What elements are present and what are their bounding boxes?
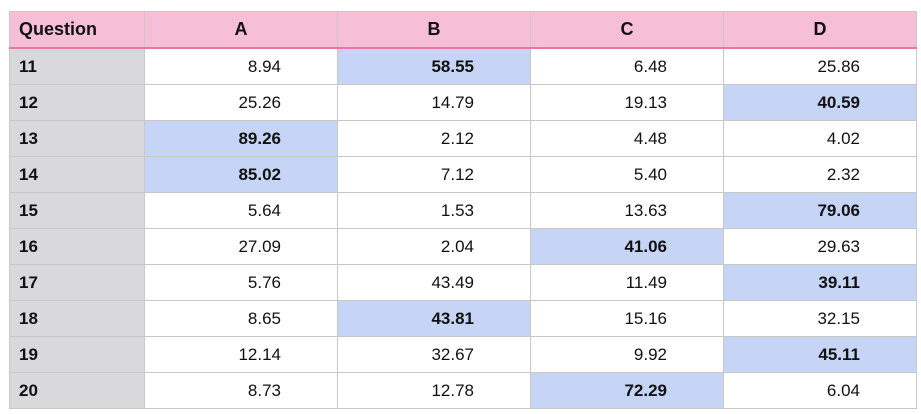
value-cell-b: 32.67 [337,336,531,373]
header-option-c: C [530,11,724,49]
value-cell-d: 25.86 [723,47,917,85]
highlighted-value-cell-b: 43.81 [337,300,531,337]
value-cell-d: 29.63 [723,228,917,265]
table-row: 11 8.94 58.55 6.48 25.86 [9,47,917,85]
value-cell-b: 2.12 [337,120,531,157]
table-header-row: Question A B C D [9,11,917,49]
header-option-b: B [337,11,531,49]
results-table: Question A B C D 11 8.94 58.55 6.48 25.86 12 2… [9,11,917,409]
table-row: 15 5.64 1.53 13.63 79.06 [9,192,917,229]
header-option-d: D [723,11,917,49]
question-number-cell: 14 [9,156,145,193]
value-cell-a: 27.09 [144,228,338,265]
value-cell-b: 12.78 [337,372,531,409]
value-cell-a: 8.94 [144,47,338,85]
value-cell-a: 12.14 [144,336,338,373]
value-cell-d: 4.02 [723,120,917,157]
value-cell-a: 25.26 [144,84,338,121]
value-cell-a: 5.64 [144,192,338,229]
value-cell-c: 15.16 [530,300,724,337]
question-number-cell: 12 [9,84,145,121]
value-cell-b: 1.53 [337,192,531,229]
question-number-cell: 17 [9,264,145,301]
question-number-cell: 11 [9,47,145,85]
highlighted-value-cell-c: 41.06 [530,228,724,265]
value-cell-b: 43.49 [337,264,531,301]
highlighted-value-cell-d: 45.11 [723,336,917,373]
value-cell-d: 6.04 [723,372,917,409]
highlighted-value-cell-d: 39.11 [723,264,917,301]
highlighted-value-cell-d: 40.59 [723,84,917,121]
value-cell-c: 9.92 [530,336,724,373]
highlighted-value-cell-a: 89.26 [144,120,338,157]
value-cell-a: 8.73 [144,372,338,409]
question-number-cell: 19 [9,336,145,373]
header-option-a: A [144,11,338,49]
value-cell-c: 19.13 [530,84,724,121]
table-row: 13 89.26 2.12 4.48 4.02 [9,120,917,157]
table-body: 11 8.94 58.55 6.48 25.86 12 25.26 14.79 19.13 40.… [9,47,917,409]
value-cell-c: 4.48 [530,120,724,157]
header-question: Question [9,11,145,49]
highlighted-value-cell-c: 72.29 [530,372,724,409]
table-row: 20 8.73 12.78 72.29 6.04 [9,372,917,409]
table-row: 14 85.02 7.12 5.40 2.32 [9,156,917,193]
table-row: 19 12.14 32.67 9.92 45.11 [9,336,917,373]
value-cell-a: 5.76 [144,264,338,301]
value-cell-a: 8.65 [144,300,338,337]
highlighted-value-cell-a: 85.02 [144,156,338,193]
results-table-container: Question A B C D 11 8.94 58.55 6.48 25.86 12 2… [9,11,917,409]
value-cell-b: 7.12 [337,156,531,193]
question-number-cell: 16 [9,228,145,265]
value-cell-d: 32.15 [723,300,917,337]
question-number-cell: 18 [9,300,145,337]
table-row: 16 27.09 2.04 41.06 29.63 [9,228,917,265]
highlighted-value-cell-b: 58.55 [337,47,531,85]
table-row: 12 25.26 14.79 19.13 40.59 [9,84,917,121]
table-row: 17 5.76 43.49 11.49 39.11 [9,264,917,301]
value-cell-c: 11.49 [530,264,724,301]
question-number-cell: 15 [9,192,145,229]
value-cell-b: 14.79 [337,84,531,121]
table-row: 18 8.65 43.81 15.16 32.15 [9,300,917,337]
value-cell-b: 2.04 [337,228,531,265]
question-number-cell: 20 [9,372,145,409]
value-cell-c: 6.48 [530,47,724,85]
question-number-cell: 13 [9,120,145,157]
value-cell-c: 13.63 [530,192,724,229]
value-cell-d: 2.32 [723,156,917,193]
value-cell-c: 5.40 [530,156,724,193]
highlighted-value-cell-d: 79.06 [723,192,917,229]
